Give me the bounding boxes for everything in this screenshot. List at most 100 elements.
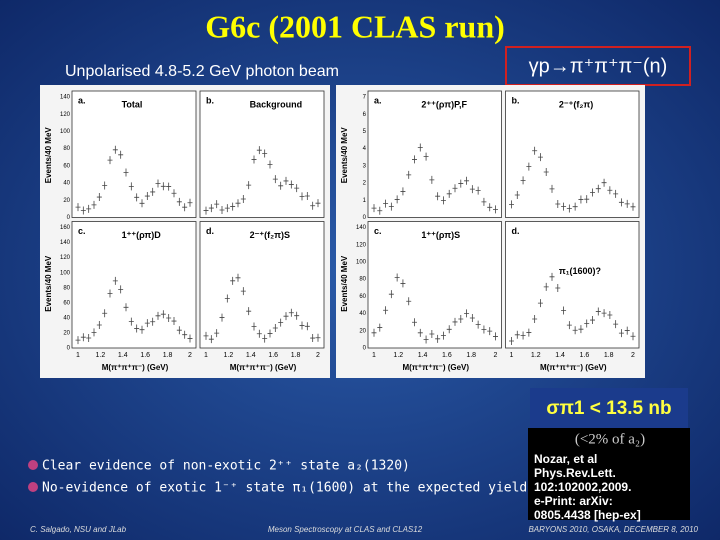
y-tick-label: 100: [60, 270, 71, 276]
citation-line: Phys.Rev.Lett.: [534, 466, 616, 480]
data-cross: [578, 195, 584, 204]
data-cross: [160, 182, 166, 191]
data-cross: [469, 313, 475, 322]
y-tick-label: 20: [359, 328, 366, 334]
footer-left: C. Salgado, NSU and JLab: [30, 525, 127, 534]
data-cross: [96, 193, 102, 202]
subtitle: Unpolarised 4.8-5.2 GeV photon beam: [65, 63, 339, 80]
data-cross: [278, 318, 284, 327]
data-cross: [171, 317, 177, 326]
data-cross: [310, 201, 316, 210]
y-tick-label: 40: [359, 311, 366, 317]
data-cross: [371, 328, 377, 337]
y-tick-label: 140: [60, 95, 71, 101]
y-tick-label: 80: [63, 285, 70, 291]
panel-title: 1⁺⁺(ρπ)D: [122, 230, 162, 240]
y-tick-label: 80: [63, 146, 70, 152]
data-cross: [481, 197, 487, 206]
bullet: Clear evidence of non-exotic 2⁺⁺ state a…: [42, 459, 410, 474]
data-cross: [262, 149, 268, 158]
data-cross: [584, 319, 590, 328]
data-cross: [267, 160, 273, 169]
y-tick-label: 0: [67, 215, 71, 221]
data-cross: [75, 336, 81, 345]
limit-box: [530, 388, 688, 428]
data-cross: [118, 285, 124, 294]
y-axis-title: Events/40 MeV: [340, 255, 349, 312]
data-cross: [182, 330, 188, 339]
bullet: No-evidence of exotic 1⁻⁺ state π₁(1600)…: [42, 481, 527, 496]
x-tick-label: 1.2: [393, 352, 403, 359]
data-cross: [440, 331, 446, 340]
data-cross: [394, 195, 400, 204]
panel-title: π₁(1600)?: [559, 266, 601, 276]
data-cross: [144, 192, 150, 201]
y-tick-label: 60: [63, 163, 70, 169]
data-cross: [469, 185, 475, 194]
data-cross: [446, 189, 452, 198]
x-axis-title: M(π⁺π⁺π⁻) (GeV): [102, 363, 169, 372]
data-cross: [304, 192, 310, 201]
data-cross: [315, 333, 321, 342]
y-tick-label: 20: [63, 198, 70, 204]
data-cross: [112, 145, 118, 154]
data-cross: [624, 199, 630, 208]
data-cross: [288, 308, 294, 317]
data-cross: [176, 197, 182, 206]
data-cross: [532, 146, 538, 155]
data-cross: [283, 176, 289, 185]
y-tick-label: 1: [363, 198, 367, 204]
data-cross: [219, 206, 225, 215]
x-tick-label: 1.6: [580, 352, 590, 359]
data-cross: [118, 150, 124, 159]
data-cross: [520, 176, 526, 185]
data-cross: [578, 325, 584, 334]
citation-line: Nozar, et al: [534, 452, 597, 466]
data-cross: [458, 314, 464, 323]
data-cross: [240, 195, 246, 204]
x-axis-title: M(π⁺π⁺π⁻) (GeV): [230, 363, 297, 372]
y-tick-label: 4: [363, 146, 367, 152]
x-tick-label: 1: [510, 352, 514, 359]
x-axis-title: M(π⁺π⁺π⁻) (GeV): [540, 363, 607, 372]
data-cross: [572, 202, 578, 211]
data-cross: [251, 322, 257, 331]
data-cross: [377, 323, 383, 332]
data-cross: [475, 186, 481, 195]
data-cross: [400, 187, 406, 196]
data-cross: [383, 199, 389, 208]
data-cross: [514, 330, 520, 339]
figure: a. 2⁺⁺(ρπ)P,F b. 2⁻⁺(f₂π) c. 1⁺⁺(ρπ)S 1 1.2 1.4 1…: [336, 85, 645, 378]
fraction: (<2% of a₂): [575, 431, 645, 447]
data-cross: [509, 337, 514, 346]
panel-title: Total: [122, 99, 143, 109]
data-cross: [299, 192, 305, 201]
y-tick-label: 40: [63, 315, 70, 321]
data-cross: [294, 184, 300, 193]
data-cross: [423, 335, 429, 344]
panel-frame: [505, 221, 640, 349]
data-cross: [487, 327, 493, 336]
citation-line: 0805.4438 [hep-ex]: [534, 508, 641, 522]
data-cross: [514, 191, 520, 200]
data-cross: [123, 303, 129, 312]
data-cross: [572, 326, 578, 335]
data-cross: [584, 195, 590, 204]
panel-frame: [199, 90, 325, 218]
data-cross: [246, 307, 252, 316]
x-tick-label: 1: [372, 352, 376, 359]
data-cross: [595, 184, 601, 193]
data-cross: [613, 320, 619, 329]
panel-title: 1⁺⁺(ρπ)S: [421, 230, 460, 240]
data-cross: [123, 168, 129, 177]
data-cross: [475, 320, 481, 329]
data-cross: [543, 167, 549, 176]
data-cross: [388, 202, 394, 211]
data-cross: [590, 316, 595, 325]
y-tick-label: 5: [363, 129, 367, 135]
x-tick-label: 1.2: [224, 352, 234, 359]
data-cross: [139, 325, 145, 334]
data-cross: [107, 156, 113, 165]
data-cross: [256, 146, 262, 155]
